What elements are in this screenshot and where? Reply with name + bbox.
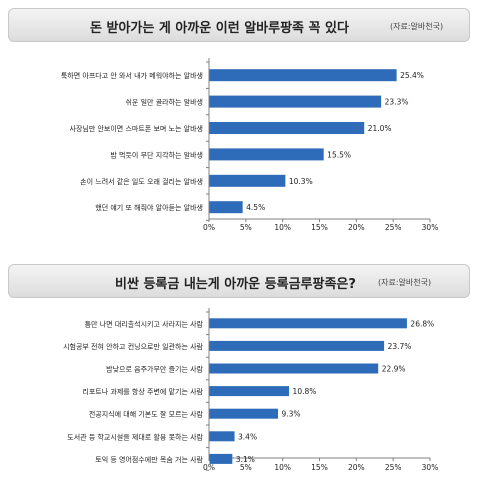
bar	[209, 201, 243, 214]
bar	[209, 69, 397, 82]
chart-panel-1: 돈 받아가는 게 아까운 이런 알바루팡족 꼭 있다 (자료:알바천국) 0% 5…	[8, 8, 470, 232]
category-label: 도서관 등 학교시설을 제대로 활용 못하는 사람	[67, 432, 203, 441]
chart-title-bar-2	[8, 264, 470, 298]
x-tick-label: 20%	[348, 463, 365, 472]
data-label: 3.4%	[238, 432, 257, 441]
bar-chart-2: 0% 5% 10% 15% 20% 25% 30% 틈만 나면 대리출석시키고 사라지는 사람…	[63, 308, 439, 472]
category-label: 시험공부 전혀 안하고 컨닝으로만 일관하는 사람	[63, 342, 203, 351]
category-label: 틈만 나면 대리출석시키고 사라지는 사람	[85, 319, 204, 328]
x-tick-label: 30%	[422, 223, 439, 232]
bar	[209, 148, 324, 161]
category-label: 리포트나 과제를 항상 주변에 맡기는 사람	[82, 387, 203, 396]
chart-source-2: (자료:알바천국)	[378, 278, 432, 287]
data-label: 10.8%	[293, 387, 317, 396]
data-label: 26.8%	[410, 319, 434, 328]
data-label: 25.4%	[400, 71, 424, 80]
category-label: 밥 먹듯이 무단 지각하는 알바생	[110, 150, 203, 159]
x-tick-label: 25%	[385, 223, 402, 232]
data-label: 21.0%	[368, 124, 392, 133]
chart-source-1: (자료:알바천국)	[390, 22, 444, 31]
x-tick-label: 10%	[274, 463, 291, 472]
data-label: 22.9%	[382, 365, 406, 374]
bar	[209, 174, 286, 187]
x-tick-label: 15%	[311, 223, 328, 232]
x-tick-label: 10%	[274, 223, 291, 232]
data-label: 10.3%	[289, 177, 313, 186]
bar	[209, 431, 235, 442]
data-label: 23.3%	[385, 98, 409, 107]
chart-title-bar-1	[8, 8, 470, 42]
category-label: 밤낮으로 음주가무만 즐기는 사람	[106, 365, 203, 374]
bar-chart-1: 0% 5% 10% 15% 20% 25% 30% 툭하면 아프다고 안 와서 내가 메워야하…	[61, 58, 439, 232]
x-tick-label: 0%	[203, 223, 215, 232]
category-label: 사장님만 안보이면 스마트폰 보며 노는 알바생	[70, 124, 204, 133]
bar	[209, 122, 365, 134]
category-label: 토익 등 영어점수에만 목숨 거는 사람	[95, 455, 203, 464]
x-tick-label: 30%	[422, 463, 439, 472]
data-label: 4.5%	[246, 203, 265, 212]
category-label: 했던 얘기 또 해줘야 알아듣는 알바생	[95, 203, 203, 212]
data-label: 15.5%	[327, 150, 351, 159]
bar	[209, 95, 382, 108]
bar	[209, 386, 290, 397]
bar	[209, 363, 379, 374]
x-tick-label: 15%	[311, 463, 328, 472]
category-label: 툭하면 아프다고 안 와서 내가 메워야하는 알바생	[61, 71, 203, 80]
data-label: 23.7%	[388, 342, 412, 351]
x-tick-label: 20%	[348, 223, 365, 232]
bar	[209, 318, 407, 329]
x-tick-label: 5%	[240, 463, 252, 472]
chart-title-2: 비싼 등록금 내는게 아까운 등록금루팡족은?	[115, 277, 356, 292]
category-label: 전공지식에 대해 기본도 잘 모르는 사람	[89, 410, 204, 419]
chart-panel-2: 비싼 등록금 내는게 아까운 등록금루팡족은? (자료:알바천국) 0% 5% 10…	[0, 240, 478, 480]
category-label: 쉬운 일만 골라하는 알바생	[125, 98, 203, 107]
bar	[209, 340, 385, 351]
x-tick-label: 25%	[385, 463, 402, 472]
category-label: 손이 느려서 같은 일도 오래 걸리는 알바생	[80, 177, 203, 186]
chart-title-1: 돈 받아가는 게 아까운 이런 알바루팡족 꼭 있다	[90, 21, 349, 36]
bar	[209, 453, 233, 464]
x-tick-label: 0%	[203, 463, 215, 472]
data-label: 3.1%	[236, 455, 255, 464]
bar	[209, 408, 279, 419]
data-label: 9.3%	[282, 410, 301, 419]
x-tick-label: 5%	[240, 223, 252, 232]
